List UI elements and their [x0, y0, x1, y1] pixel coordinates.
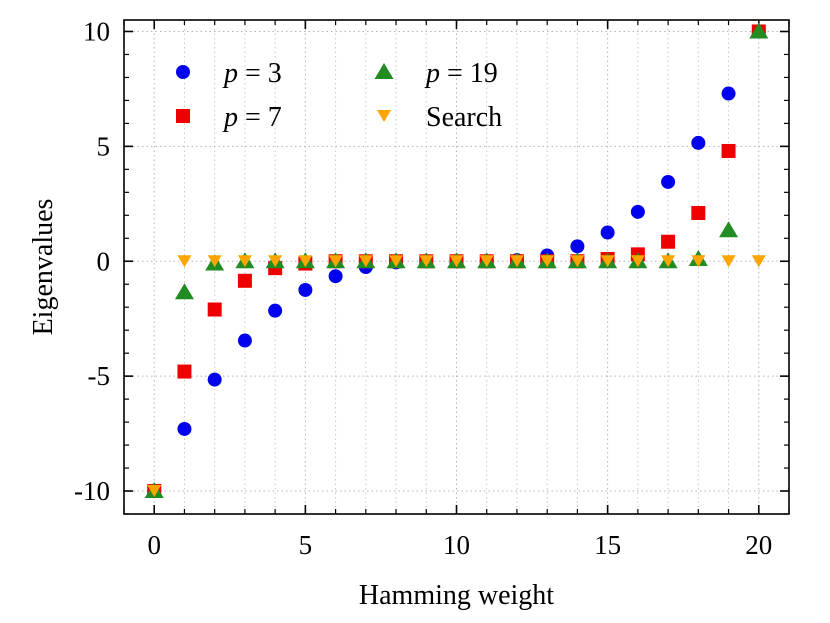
y-axis-ticks: -10 -5 0 5 10 [74, 16, 789, 515]
legend-entry: p = 3 [176, 58, 282, 89]
data-point [661, 174, 676, 189]
x-tick-label: 15 [594, 530, 621, 560]
data-point [177, 364, 192, 379]
data-point [268, 303, 283, 318]
data-point [630, 255, 645, 268]
legend-marker [377, 110, 391, 122]
x-tick-label: 20 [745, 530, 772, 560]
legend-label: p = 19 [424, 58, 498, 89]
data-point [207, 372, 222, 387]
data-point [749, 22, 769, 39]
legend-entry: p = 19 [374, 58, 498, 89]
grid-lines [123, 20, 790, 514]
data-point [177, 421, 192, 436]
data-point [661, 255, 676, 268]
data-point [691, 206, 706, 221]
data-point [600, 225, 615, 240]
data-point [509, 255, 524, 268]
x-tick-label: 5 [299, 530, 313, 560]
y-tick-label: 5 [97, 131, 111, 161]
x-tick-label: 10 [443, 530, 470, 560]
legend-marker [176, 109, 190, 123]
legend-entry: p = 7 [176, 102, 282, 133]
plot-frame [123, 19, 790, 515]
legend-marker [374, 63, 394, 79]
y-axis-title: Eigenvalues [28, 199, 59, 336]
legend-marker [176, 65, 190, 79]
data-point [721, 86, 736, 101]
data-point [207, 302, 222, 317]
data-point [237, 255, 252, 268]
data-point [661, 234, 676, 249]
legend-label: p = 3 [222, 58, 282, 89]
data-point [570, 239, 585, 254]
data-point [237, 333, 252, 348]
data-point [207, 255, 222, 268]
y-tick-label: 10 [83, 16, 110, 46]
y-tick-label: -10 [74, 476, 110, 506]
y-tick-label: 0 [97, 246, 111, 276]
legend: p = 3 p = 7 p = 19 Search [176, 58, 502, 133]
data-point [419, 255, 434, 268]
legend-label: Search [426, 102, 502, 133]
data-point [479, 255, 494, 268]
data-point [328, 269, 343, 284]
data-point [449, 255, 464, 268]
data-points [144, 22, 769, 499]
data-point [389, 255, 404, 268]
x-tick-label: 0 [147, 530, 161, 560]
data-point [358, 255, 373, 268]
data-point [237, 273, 252, 288]
legend-entry: Search [377, 102, 502, 133]
data-point [328, 255, 343, 268]
y-tick-label: -5 [88, 361, 111, 391]
data-point [751, 255, 766, 268]
data-point [600, 255, 615, 268]
data-point [177, 255, 192, 268]
data-point [719, 221, 739, 238]
data-point [540, 255, 555, 268]
x-axis-title: Hamming weight [359, 580, 554, 611]
series-4 [147, 255, 766, 498]
data-point [721, 143, 736, 158]
data-point [147, 485, 162, 498]
data-point [630, 204, 645, 219]
data-point [691, 135, 706, 150]
legend-label: p = 7 [222, 102, 282, 133]
data-point [298, 282, 313, 297]
data-point [268, 255, 283, 268]
data-point [298, 255, 313, 268]
data-point [721, 255, 736, 268]
data-point [691, 255, 706, 268]
data-point [174, 283, 194, 300]
data-point [570, 255, 585, 268]
